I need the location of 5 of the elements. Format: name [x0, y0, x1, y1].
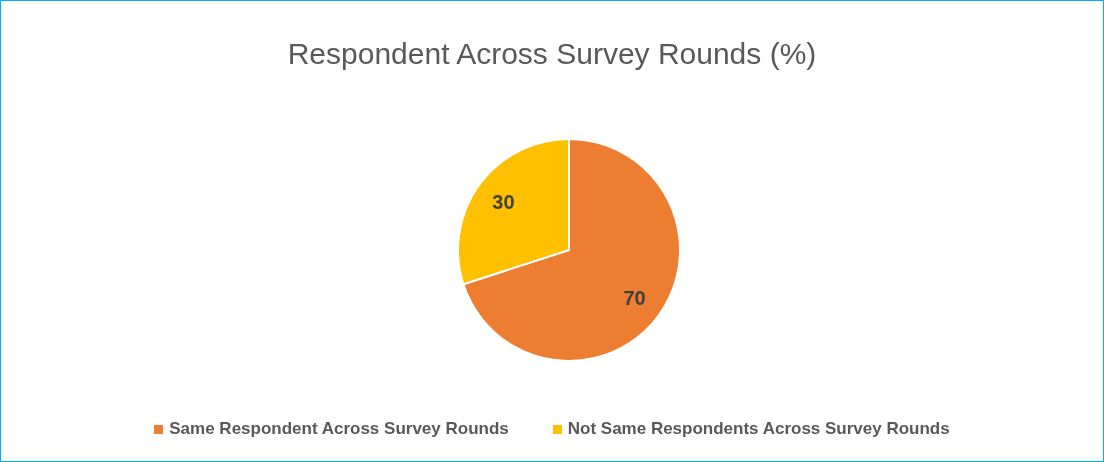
legend-label: Not Same Respondents Across Survey Rounds — [567, 419, 950, 439]
legend-label: Same Respondent Across Survey Rounds — [169, 419, 509, 439]
chart-title: Respondent Across Survey Rounds (%) — [286, 37, 818, 71]
data-label: 30 — [492, 191, 515, 214]
data-label: 70 — [623, 286, 646, 309]
